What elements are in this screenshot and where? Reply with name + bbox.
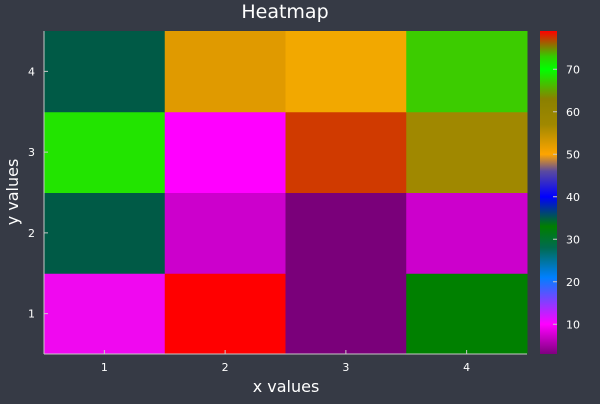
heatmap-cell-x4-y2 (406, 192, 528, 274)
x-tick-label: 1 (101, 361, 108, 374)
x-axis-label: x values (253, 377, 320, 396)
y-tick-label: 1 (28, 308, 35, 321)
colorbar-gradient-bar (540, 31, 557, 354)
y-tick-label: 4 (28, 65, 35, 78)
colorbar-tick-label: 20 (566, 276, 580, 289)
heatmap-cell-x1-y1 (44, 273, 166, 355)
y-axis-label: y values (3, 159, 22, 226)
chart-title: Heatmap (241, 1, 328, 23)
heatmap-cell-x2-y4 (164, 31, 286, 113)
y-tick-label: 3 (28, 146, 35, 159)
heatmap-cell-x1-y2 (44, 192, 166, 274)
heatmap-cell-x2-y2 (164, 192, 286, 274)
heatmap-cell-x2-y3 (164, 111, 286, 193)
heatmap-cell-x1-y3 (44, 111, 166, 193)
x-tick-label: 3 (342, 361, 349, 374)
heatmap-cell-x3-y1 (285, 273, 407, 355)
heatmap-cell-x3-y4 (285, 31, 407, 113)
colorbar-tick-label: 30 (566, 233, 580, 246)
x-tick-label: 2 (222, 361, 229, 374)
plot-area (43, 31, 528, 355)
x-tick-labels: 1 2 3 4 (101, 350, 470, 374)
heatmap-cell-x1-y4 (44, 31, 166, 113)
colorbar-tick-label: 40 (566, 191, 580, 204)
heatmap-cell-x3-y3 (285, 111, 407, 193)
heatmap-cell-x4-y3 (406, 111, 528, 193)
y-tick-label: 2 (28, 227, 35, 240)
x-tick-label: 4 (463, 361, 470, 374)
colorbar-tick-label: 70 (566, 63, 580, 76)
colorbar (540, 31, 557, 354)
colorbar-tick-label: 60 (566, 106, 580, 119)
heatmap-cell-x3-y2 (285, 192, 407, 274)
heatmap-cell-x4-y4 (406, 31, 528, 113)
colorbar-tick-labels: 10 20 30 40 50 60 70 (553, 63, 580, 331)
heatmap-cell-x2-y1 (164, 273, 286, 355)
y-tick-labels: 1 2 3 4 (28, 65, 48, 321)
heatmap-cell-x4-y1 (406, 273, 528, 355)
colorbar-tick-label: 50 (566, 148, 580, 161)
colorbar-tick-label: 10 (566, 318, 580, 331)
